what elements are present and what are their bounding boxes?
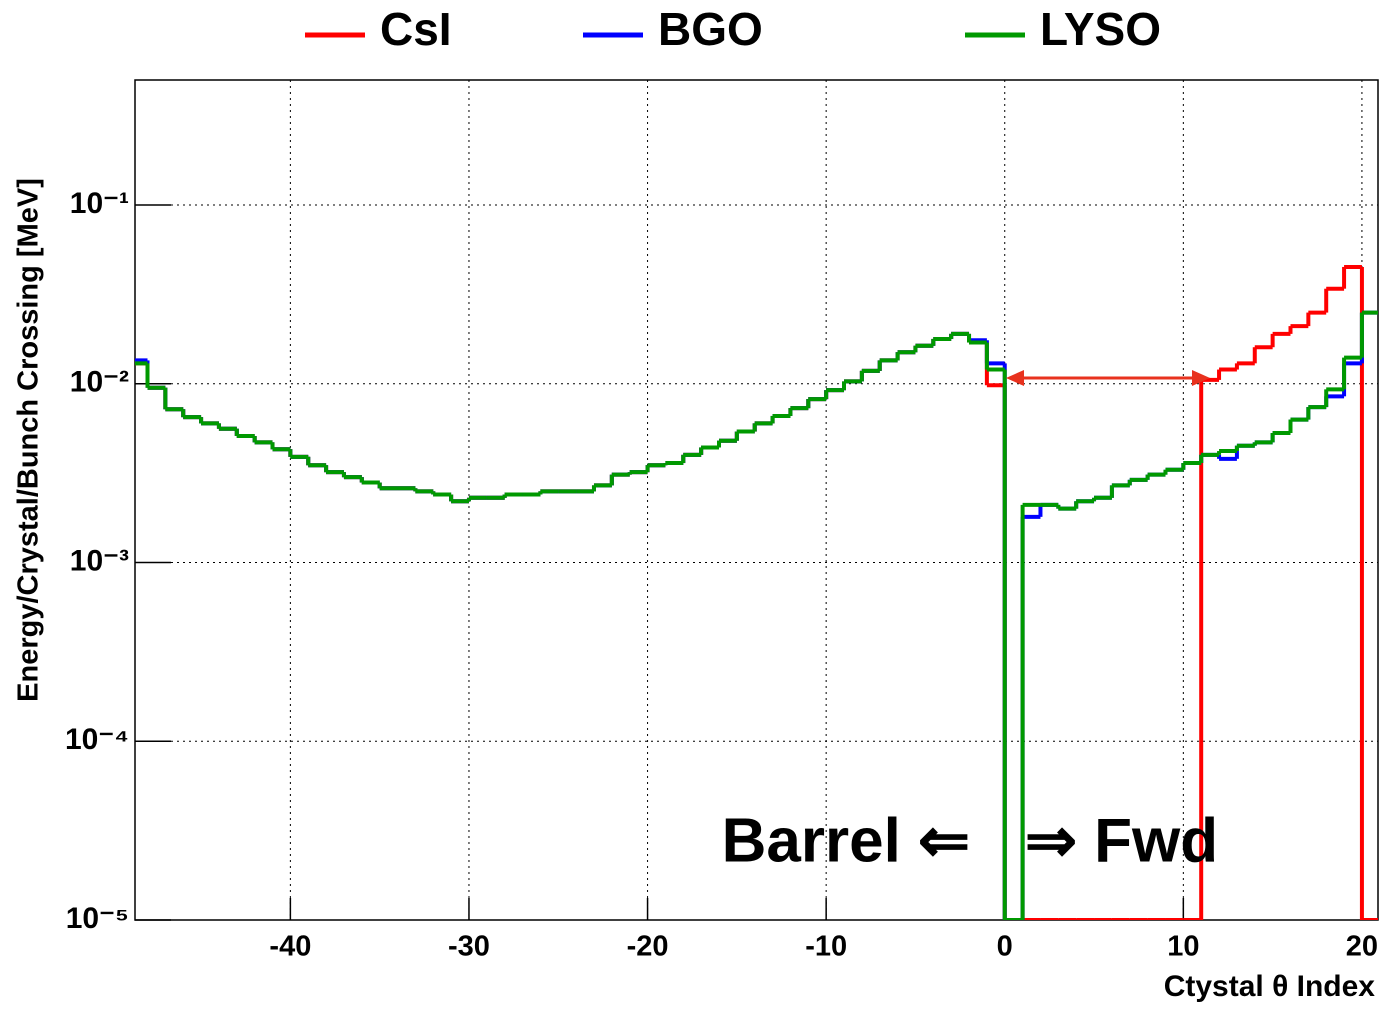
x-axis-label: Ctystal θ Index xyxy=(1164,970,1376,1003)
x-tick-label: 10 xyxy=(1167,931,1199,963)
y-tick-label: 10⁻⁴ xyxy=(65,723,129,756)
annotation: Barrel ⇐ xyxy=(722,806,970,875)
x-tick-label: -20 xyxy=(627,931,669,963)
legend: CsI BGO LYSO xyxy=(305,3,1161,55)
legend-label: CsI xyxy=(380,3,452,55)
y-axis-label: Energy/Crystal/Bunch Crossing [MeV] xyxy=(13,178,45,702)
x-tick-label: -40 xyxy=(269,931,311,963)
y-tick-label: 10⁻¹ xyxy=(70,187,129,220)
y-tick-label: 10⁻³ xyxy=(70,544,129,577)
x-tick-label: 20 xyxy=(1346,931,1378,963)
arrow xyxy=(1006,370,1210,386)
legend-label: BGO xyxy=(658,3,763,55)
legend-label: LYSO xyxy=(1040,3,1161,55)
series-area xyxy=(135,264,1378,920)
x-tick-label: -30 xyxy=(448,931,490,963)
plot-frame xyxy=(134,79,1379,921)
annotation: ⇒ Fwd xyxy=(1025,806,1218,875)
x-tick-label: 0 xyxy=(997,931,1013,963)
y-tick-label: 10⁻² xyxy=(70,366,129,399)
y-tick-label: 10⁻⁵ xyxy=(66,902,129,935)
x-tick-label: -10 xyxy=(805,931,847,963)
